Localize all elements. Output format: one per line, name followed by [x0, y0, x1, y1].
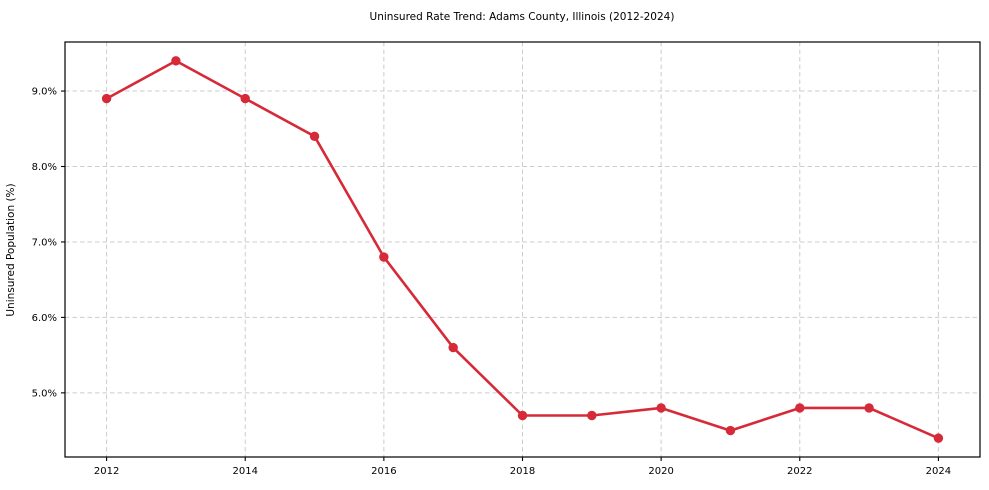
y-tick-label: 5.0%: [32, 388, 57, 399]
x-tick-label: 2020: [648, 466, 673, 477]
x-tick-label: 2014: [233, 466, 258, 477]
x-tick-label: 2016: [371, 466, 396, 477]
data-point-marker: [448, 342, 458, 353]
data-point-marker: [309, 131, 320, 142]
tick-labels-layer: 2012 2014 2016 2018 2020 2022 2024 5.0% 6.0% 7.0%…: [32, 87, 952, 477]
series-layer: [101, 56, 944, 443]
data-point-marker: [864, 403, 874, 413]
data-point-marker: [171, 56, 181, 66]
data-point-marker: [517, 410, 528, 421]
data-point-marker: [795, 403, 805, 413]
data-point-marker: [379, 252, 389, 262]
data-point-marker: [656, 403, 666, 413]
x-tick-label: 2012: [94, 466, 119, 477]
data-point-marker: [587, 410, 597, 421]
axes-layer: [61, 41, 981, 461]
data-point-marker: [933, 433, 944, 443]
data-point-marker: [725, 425, 736, 436]
grid-layer: [65, 42, 980, 457]
data-point-marker: [101, 93, 112, 104]
y-tick-label: 9.0%: [32, 87, 57, 98]
y-tick-label: 8.0%: [32, 162, 57, 173]
x-tick-label: 2022: [787, 466, 812, 477]
x-tick-label: 2018: [510, 466, 535, 477]
y-axis-title: Uninsured Population (%): [5, 183, 17, 316]
chart-title: Uninsured Rate Trend: Adams County, Illi…: [370, 11, 675, 23]
x-tick-label: 2024: [926, 466, 951, 477]
y-tick-label: 6.0%: [32, 313, 57, 324]
data-point-marker: [240, 93, 250, 104]
y-tick-label: 7.0%: [32, 237, 57, 248]
